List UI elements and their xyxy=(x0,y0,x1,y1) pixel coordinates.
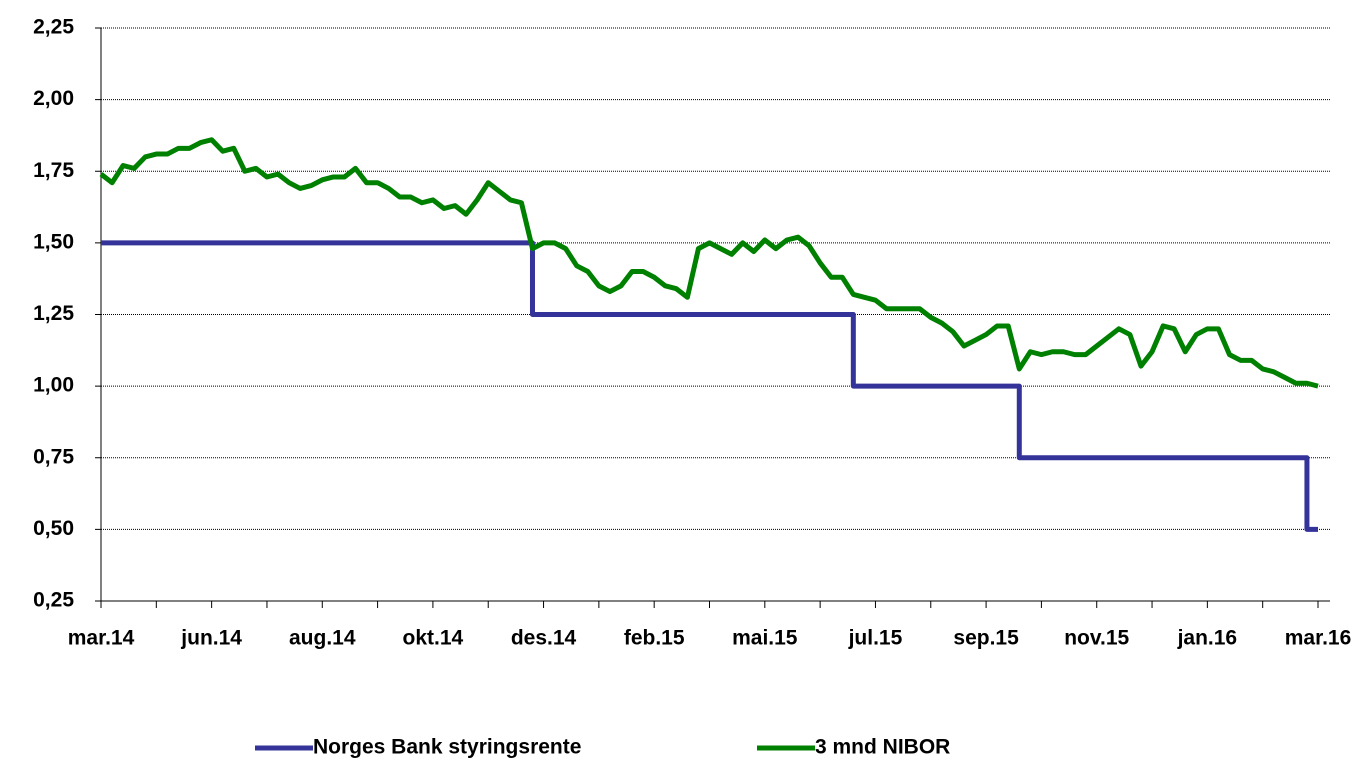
series-line xyxy=(101,240,1318,532)
y-tick-label: 1,00 xyxy=(33,374,74,397)
y-tick-label: 0,75 xyxy=(33,445,74,468)
series-line xyxy=(99,137,1319,389)
y-tick-label: 0,25 xyxy=(33,589,74,612)
x-tick-label: feb.15 xyxy=(624,627,685,650)
x-tick-label: jul.15 xyxy=(848,627,903,650)
y-tick-label: 1,50 xyxy=(33,230,74,253)
legend-label: Norges Bank styringsrente xyxy=(313,736,581,759)
x-tick-label: aug.14 xyxy=(289,627,356,650)
x-tick-label: mar.16 xyxy=(1285,627,1352,650)
x-tick-label: nov.15 xyxy=(1064,627,1129,650)
x-tick-label: mar.14 xyxy=(68,627,135,650)
x-tick-label: mai.15 xyxy=(732,627,798,650)
x-tick-label: des.14 xyxy=(511,627,577,650)
x-tick-label: sep.15 xyxy=(953,627,1019,650)
y-tick-label: 1,75 xyxy=(33,159,74,182)
y-tick-label: 0,50 xyxy=(33,517,74,540)
y-tick-label: 2,00 xyxy=(33,87,74,110)
y-tick-label: 1,25 xyxy=(33,302,74,325)
x-tick-label: jan.16 xyxy=(1177,627,1238,650)
x-tick-label: jun.14 xyxy=(180,627,242,650)
x-tick-label: okt.14 xyxy=(403,627,464,650)
y-tick-label: 2,25 xyxy=(33,16,74,39)
legend-label: 3 mnd NIBOR xyxy=(815,736,950,759)
